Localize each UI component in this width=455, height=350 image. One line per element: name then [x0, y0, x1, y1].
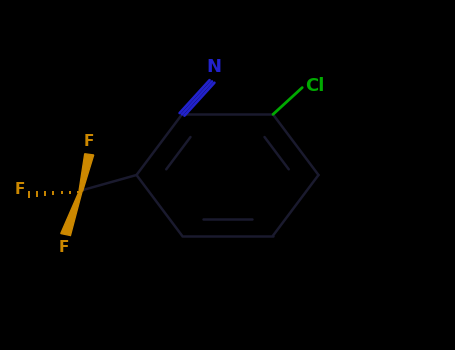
Text: N: N [207, 58, 222, 76]
Text: F: F [58, 240, 69, 255]
Polygon shape [79, 154, 94, 191]
Polygon shape [61, 190, 82, 236]
Text: Cl: Cl [305, 77, 324, 95]
Text: F: F [84, 134, 94, 149]
Text: F: F [15, 182, 25, 197]
